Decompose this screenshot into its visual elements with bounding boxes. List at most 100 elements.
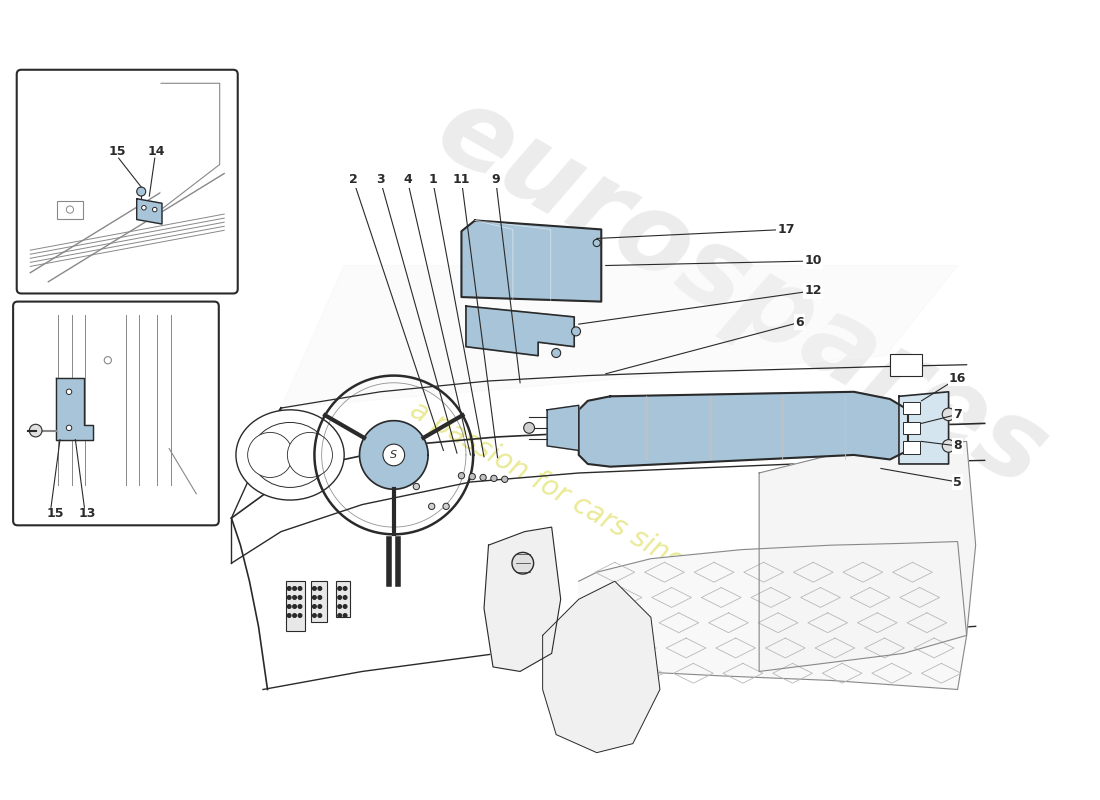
Circle shape xyxy=(293,596,296,599)
Text: 15: 15 xyxy=(108,146,125,158)
FancyBboxPatch shape xyxy=(16,70,238,294)
Ellipse shape xyxy=(235,410,344,500)
Polygon shape xyxy=(466,306,574,356)
Circle shape xyxy=(318,586,321,590)
Circle shape xyxy=(312,596,316,599)
Circle shape xyxy=(66,206,74,213)
Circle shape xyxy=(943,408,955,421)
Polygon shape xyxy=(579,542,967,690)
Polygon shape xyxy=(462,221,602,302)
Circle shape xyxy=(338,586,341,590)
Circle shape xyxy=(459,473,464,479)
Bar xyxy=(903,422,920,434)
Circle shape xyxy=(142,206,146,210)
Circle shape xyxy=(293,586,296,590)
Polygon shape xyxy=(280,266,958,408)
Circle shape xyxy=(512,552,534,574)
Circle shape xyxy=(318,596,321,599)
Bar xyxy=(286,582,306,631)
Text: 1: 1 xyxy=(428,174,437,186)
Polygon shape xyxy=(360,421,428,490)
Circle shape xyxy=(593,239,601,246)
Text: S: S xyxy=(390,450,397,460)
Circle shape xyxy=(312,614,316,618)
Circle shape xyxy=(343,605,346,608)
Circle shape xyxy=(318,605,321,608)
Text: 3: 3 xyxy=(376,174,385,186)
Circle shape xyxy=(469,474,475,480)
Polygon shape xyxy=(579,392,908,466)
Circle shape xyxy=(338,614,341,618)
Circle shape xyxy=(480,474,486,481)
Bar xyxy=(57,201,82,218)
Circle shape xyxy=(343,596,346,599)
Circle shape xyxy=(298,596,301,599)
Text: 7: 7 xyxy=(954,408,962,421)
Circle shape xyxy=(287,432,332,478)
Circle shape xyxy=(287,596,292,599)
Bar xyxy=(903,442,920,454)
FancyBboxPatch shape xyxy=(13,302,219,526)
Circle shape xyxy=(287,605,292,608)
Circle shape xyxy=(287,586,292,590)
Text: 5: 5 xyxy=(954,475,962,489)
Bar xyxy=(890,354,922,377)
Circle shape xyxy=(338,605,341,608)
Polygon shape xyxy=(136,198,162,224)
Text: a passion for cars since 1985: a passion for cars since 1985 xyxy=(405,395,771,622)
Bar xyxy=(903,402,920,414)
Polygon shape xyxy=(542,582,660,753)
Circle shape xyxy=(293,614,296,618)
Circle shape xyxy=(298,605,301,608)
Ellipse shape xyxy=(252,422,329,487)
Circle shape xyxy=(312,605,316,608)
Circle shape xyxy=(153,207,157,212)
Circle shape xyxy=(248,432,293,478)
Text: 8: 8 xyxy=(954,439,961,453)
Circle shape xyxy=(383,444,405,466)
Text: 12: 12 xyxy=(804,284,822,298)
Text: 16: 16 xyxy=(949,372,966,385)
Circle shape xyxy=(502,476,508,482)
Circle shape xyxy=(287,614,292,618)
Circle shape xyxy=(343,586,346,590)
Circle shape xyxy=(524,422,535,434)
Circle shape xyxy=(443,503,449,510)
Circle shape xyxy=(343,614,346,618)
Polygon shape xyxy=(55,378,94,440)
Polygon shape xyxy=(484,527,561,671)
Circle shape xyxy=(552,349,561,358)
Circle shape xyxy=(104,357,111,364)
Polygon shape xyxy=(547,406,579,450)
Circle shape xyxy=(943,440,955,452)
Bar xyxy=(337,582,350,618)
Text: 13: 13 xyxy=(78,507,96,520)
Text: eurospares: eurospares xyxy=(418,75,1065,510)
Text: 9: 9 xyxy=(492,174,500,186)
Polygon shape xyxy=(161,83,220,210)
Bar xyxy=(311,582,327,622)
Text: 10: 10 xyxy=(804,254,822,267)
Circle shape xyxy=(30,424,42,437)
Text: 2: 2 xyxy=(349,174,358,186)
Circle shape xyxy=(293,605,296,608)
Circle shape xyxy=(338,596,341,599)
Polygon shape xyxy=(899,392,948,464)
Text: 11: 11 xyxy=(453,174,470,186)
Circle shape xyxy=(491,475,497,482)
Circle shape xyxy=(298,586,301,590)
Circle shape xyxy=(414,483,419,490)
Circle shape xyxy=(429,503,434,510)
Text: 4: 4 xyxy=(403,174,411,186)
Polygon shape xyxy=(759,442,976,671)
Text: 15: 15 xyxy=(47,507,64,520)
Circle shape xyxy=(66,425,72,430)
Circle shape xyxy=(312,586,316,590)
Text: 14: 14 xyxy=(147,146,165,158)
Circle shape xyxy=(298,614,301,618)
Text: 6: 6 xyxy=(795,316,804,329)
Circle shape xyxy=(572,327,581,336)
Circle shape xyxy=(318,614,321,618)
Circle shape xyxy=(66,389,72,394)
Circle shape xyxy=(136,187,145,196)
